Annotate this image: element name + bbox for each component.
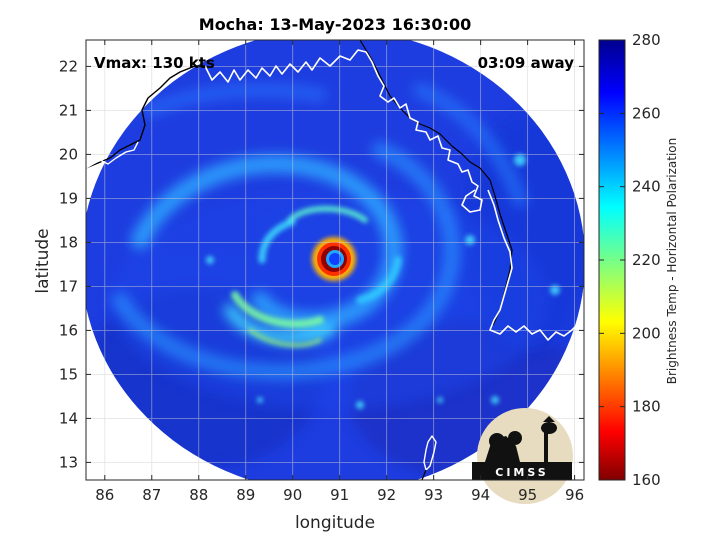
y-axis-label: latitude — [33, 228, 53, 293]
x-tick-label: 95 — [518, 486, 537, 504]
x-tick-label: 86 — [95, 486, 114, 504]
x-tick-label: 92 — [377, 486, 396, 504]
colorbar-tick-label: 280 — [632, 31, 661, 49]
y-tick-label: 17 — [59, 277, 78, 295]
y-tick-label: 15 — [59, 365, 78, 383]
time-offset-annotation: 03:09 away — [478, 54, 575, 72]
chart-title: Mocha: 13-May-2023 16:30:00 — [199, 15, 471, 34]
coastline — [86, 40, 581, 480]
colorbar-tick-label: 180 — [632, 398, 661, 416]
x-axis-label: longitude — [295, 513, 375, 533]
cimss-logo-text: CIMSS — [495, 466, 548, 479]
y-tick-label: 20 — [59, 145, 78, 163]
y-tick-label: 13 — [59, 453, 78, 471]
x-tick-label: 89 — [236, 486, 255, 504]
y-axis: 13 14 15 16 17 18 19 20 21 22 — [59, 57, 584, 471]
colorbar-axis: 160 180 200 220 240 260 280 — [599, 31, 661, 489]
x-tick-label: 91 — [330, 486, 349, 504]
x-axis: 86 87 88 89 90 91 92 93 94 95 96 — [95, 40, 584, 504]
colorbar-tick-label: 220 — [632, 251, 661, 269]
y-tick-label: 14 — [59, 409, 78, 427]
y-tick-label: 21 — [59, 101, 78, 119]
x-tick-label: 96 — [565, 486, 584, 504]
x-tick-label: 94 — [471, 486, 490, 504]
y-tick-label: 18 — [59, 233, 78, 251]
axes-frame — [85, 39, 585, 481]
y-tick-label: 22 — [59, 57, 78, 75]
y-tick-label: 16 — [59, 321, 78, 339]
colorbar-tick-label: 200 — [632, 324, 661, 342]
colorbar-label: Brightness Temp - Horizontal Polarizatio… — [665, 138, 679, 385]
colorbar-tick-label: 160 — [632, 471, 661, 489]
x-tick-label: 90 — [283, 486, 302, 504]
x-tick-label: 88 — [189, 486, 208, 504]
x-tick-label: 87 — [142, 486, 161, 504]
x-tick-label: 93 — [424, 486, 443, 504]
y-tick-label: 19 — [59, 189, 78, 207]
colorbar-tick-label: 260 — [632, 104, 661, 122]
colorbar-tick-label: 240 — [632, 178, 661, 196]
vmax-annotation: Vmax: 130 kts — [94, 54, 215, 72]
